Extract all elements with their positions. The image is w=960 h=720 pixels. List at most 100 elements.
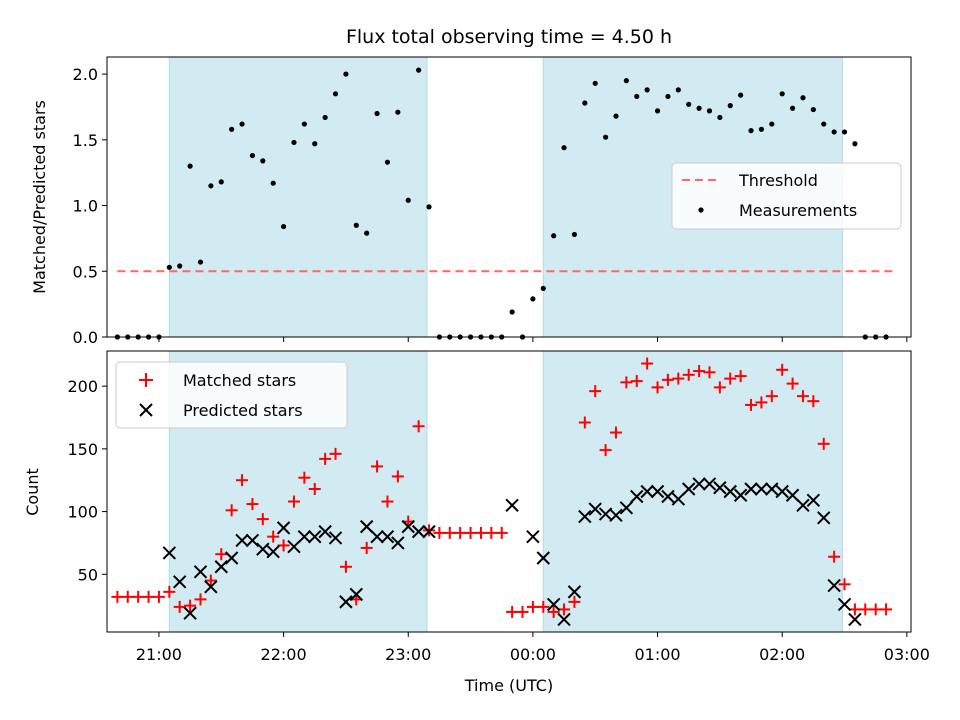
count-y-axis-label: Count [23,468,42,516]
ratio-y-ticks: 0.0 0.5 1.0 1.5 2.0 [73,65,107,347]
matched-star-point [215,548,228,561]
matched-star-point [267,530,280,543]
matched-star-point [578,416,591,429]
matched-star-point [869,603,882,616]
x-tick-label: 01:00 [634,645,680,664]
y-tick-label: 100 [67,503,98,522]
predicted-star-point [567,585,582,599]
matched-star-point [786,377,799,390]
predicted-star-point [505,498,519,513]
matched-star-point [474,526,487,539]
predicted-star-point [391,536,405,550]
count-panel-frame [106,350,912,633]
measurement-point [301,121,307,127]
predicted-star-point [671,492,686,506]
ratio-panel: 0.00.51.01.52.0 Matched/Predicted stars … [30,56,912,347]
y-tick-label: 200 [67,377,98,396]
measurement-point [395,109,401,115]
matched-star-point [371,460,384,473]
matched-star-point [152,590,165,603]
measurement-markers [114,67,889,340]
matched-star-point [142,590,155,603]
matched-legend-swatch [139,373,153,387]
measurement-point [717,114,723,121]
measurement-point [229,126,235,132]
predicted-star-point [214,560,228,574]
matched-star-point [609,426,622,439]
predicted-star-point [245,533,260,548]
matched-star-point [682,368,695,381]
predicted-star-point [287,539,301,554]
predicted-star-point [349,587,364,602]
measurement-point [177,263,183,269]
measurement-point [509,309,515,315]
measurement-point [416,67,422,73]
measurement-point [571,231,578,238]
predicted-star-point [276,521,291,535]
matched-star-point [194,593,207,606]
matched-star-point [641,357,654,370]
predicted-star-point [765,482,779,496]
predicted-star-point [224,551,239,565]
matched-star-point [287,495,300,508]
predicted-star-point [557,612,571,627]
predicted-star-point [744,482,758,496]
predicted-star-point [328,531,343,545]
predicted-star-point [681,482,696,496]
count-panel: 50 100 150 200 21:00 22:00 23:00 00:00 01:00 02:… [23,350,930,695]
measurement-point [665,93,671,100]
measurement-point [364,230,370,236]
measurement-point [769,121,775,127]
matched-star-point [817,437,830,450]
predicted-star-point [173,575,187,589]
matched-star-point [308,482,321,495]
matched-star-point [599,444,612,457]
matched-star-point [204,574,217,587]
count-legend: Matched stars Predicted stars [115,361,348,429]
matched-star-point [661,373,674,386]
measurement-point [644,87,650,93]
predicted-star-point [817,511,831,525]
measurement-point [332,91,339,97]
predicted-star-point [754,482,769,496]
ratio-y-axis-label: Matched/Predicted stars [30,100,49,294]
predicted-star-point [318,524,332,539]
y-tick-label: 0.0 [73,328,98,347]
predicted-star-point [827,578,841,593]
measurement-point [374,110,380,117]
measurement-point [675,87,681,93]
predicted-star-point [796,498,810,513]
predicted-star-point [183,606,197,620]
matched-star-point [568,595,581,608]
matched-star-point [360,541,373,554]
matched-star-point [651,381,664,394]
matched-star-point [724,372,737,385]
matched-star-point [776,363,789,376]
matched-star-point [246,498,259,511]
measurement-point [821,121,827,127]
measurement-point [727,103,733,109]
measurement-point [197,259,204,265]
predicted-star-point [692,477,706,491]
x-tick-label: 02:00 [759,645,805,664]
y-tick-label: 1.5 [73,131,98,150]
measurement-point [852,141,858,147]
measurement-point [166,264,172,270]
predicted-star-point [235,533,249,548]
matched-star-point [319,452,332,465]
measurement-point [187,163,193,169]
measurement-point [758,126,765,132]
y-tick-label: 150 [67,440,98,459]
measurements-legend-swatch [698,207,704,213]
predicted-legend-swatch [139,403,153,417]
measurement-point [779,91,785,97]
matched-star-point [703,366,716,379]
predicted-star-point [609,508,623,523]
x-tick-label: 21:00 [136,645,182,664]
matched-legend-label: Matched stars [183,371,296,390]
predicted-star-point [578,509,592,524]
predicted-star-point [411,524,426,539]
predicted-star-point [339,595,353,609]
matched-star-point [516,605,529,618]
measurement-point [654,108,661,114]
